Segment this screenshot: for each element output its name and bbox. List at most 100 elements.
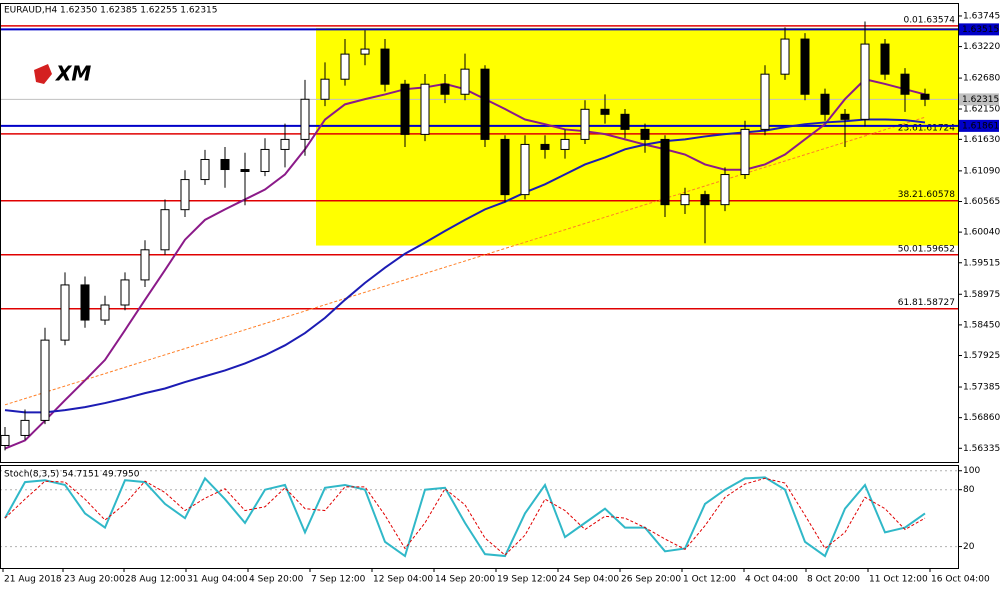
x-tick-label: 19 Sep 12:00 bbox=[497, 575, 557, 585]
candle-body bbox=[580, 108, 590, 140]
candle-body bbox=[520, 143, 530, 196]
fib-level-label: 0.01.63574 bbox=[903, 15, 955, 25]
candle-body bbox=[740, 128, 750, 176]
candle-body bbox=[800, 38, 810, 95]
candle-body bbox=[200, 158, 210, 181]
x-tick-label: 8 Oct 20:00 bbox=[807, 575, 860, 585]
x-tick-label: 16 Oct 04:00 bbox=[931, 575, 990, 585]
y-tick-label: 1.59515 bbox=[963, 258, 1000, 268]
y-tick-label: 1.58975 bbox=[963, 290, 1000, 300]
candle-body bbox=[280, 138, 290, 150]
candle-body bbox=[140, 249, 150, 281]
price-label-box bbox=[959, 93, 999, 106]
candle-body bbox=[600, 108, 610, 115]
price-label: 1.63515 bbox=[962, 25, 999, 35]
y-tick-label: 1.56860 bbox=[963, 413, 1000, 423]
y-tick-label: 20 bbox=[963, 542, 975, 552]
candle-body bbox=[840, 113, 850, 120]
x-tick-label: 28 Aug 12:00 bbox=[125, 575, 186, 585]
candle-body bbox=[40, 339, 50, 421]
candle-body bbox=[0, 434, 10, 446]
price-label-box bbox=[959, 119, 999, 132]
fib-level-label: 38.21.60578 bbox=[898, 190, 956, 200]
price-panel: 1.63745 1.63220 1.62680 1.62150 1.61630 1.610… bbox=[0, 11, 1000, 454]
candle-body bbox=[720, 174, 730, 206]
x-tick-label: 21 Aug 2018 bbox=[4, 575, 62, 585]
stoch-line bbox=[4, 476, 926, 558]
chart-title: EURAUD,H4 1.62350 1.62385 1.62255 1.6231… bbox=[4, 6, 218, 16]
x-tick-label: 14 Sep 20:00 bbox=[435, 575, 495, 585]
candle-body bbox=[160, 209, 170, 251]
trend-line bbox=[4, 116, 926, 406]
candle-body bbox=[340, 53, 350, 80]
logo-mark bbox=[34, 64, 52, 84]
candle-body bbox=[560, 138, 570, 150]
candle-body bbox=[240, 169, 250, 173]
fib-level-label: 50.01.59652 bbox=[898, 244, 955, 254]
x-tick-label: 4 Oct 04:00 bbox=[745, 575, 798, 585]
y-tick-label: 1.57385 bbox=[963, 383, 1000, 393]
y-tick-label: 1.63745 bbox=[963, 11, 1000, 21]
x-tick-label: 4 Sep 20:00 bbox=[249, 575, 304, 585]
x-tick-label: 11 Oct 12:00 bbox=[869, 575, 928, 585]
y-tick-label: 1.60040 bbox=[963, 228, 1000, 238]
y-tick-label: 1.63220 bbox=[963, 42, 1000, 52]
candle-body bbox=[760, 73, 770, 130]
candle-body bbox=[360, 48, 370, 55]
candle-body bbox=[300, 98, 310, 140]
stoch-frame bbox=[0, 465, 959, 569]
y-tick-label: 1.61630 bbox=[963, 135, 1000, 145]
candle-body bbox=[420, 83, 430, 135]
x-tick-label: 1 Oct 12:00 bbox=[683, 575, 736, 585]
candle-body bbox=[500, 138, 510, 196]
candle-body bbox=[320, 78, 330, 100]
candle-body bbox=[460, 68, 470, 95]
x-tick-label: 26 Sep 20:00 bbox=[621, 575, 681, 585]
y-tick-label: 1.62680 bbox=[963, 74, 1000, 84]
y-tick-label: 1.61090 bbox=[963, 166, 1000, 176]
candle-body bbox=[180, 179, 190, 211]
price-frame bbox=[0, 3, 959, 463]
y-tick-label: 1.57925 bbox=[963, 351, 1000, 361]
price-label-box bbox=[959, 23, 999, 36]
stoch-title: Stoch(8,3,5) 54.7151 49.7950 bbox=[4, 470, 140, 480]
candle-body bbox=[20, 419, 30, 436]
y-tick-label: 100 bbox=[963, 466, 980, 476]
logo: XM bbox=[34, 62, 91, 86]
candle-body bbox=[120, 279, 130, 306]
price-label: 1.62315 bbox=[962, 95, 999, 105]
price-label: 1.61861 bbox=[962, 121, 999, 131]
y-tick-label: 1.60565 bbox=[963, 197, 1000, 207]
y-tick-label: 1.58450 bbox=[963, 320, 1000, 330]
candle-body bbox=[700, 194, 710, 206]
candle-body bbox=[860, 43, 870, 120]
candle-body bbox=[680, 194, 690, 206]
candle-body bbox=[440, 83, 450, 95]
candle-body bbox=[920, 93, 930, 100]
candle-body bbox=[220, 158, 230, 171]
x-tick-label: 24 Sep 04:00 bbox=[559, 575, 619, 585]
candle-body bbox=[620, 113, 630, 130]
candle-body bbox=[820, 93, 830, 115]
candle-body bbox=[900, 73, 910, 95]
y-tick-label: 1.62150 bbox=[963, 105, 1000, 115]
x-tick-label: 7 Sep 12:00 bbox=[311, 575, 366, 585]
logo-text: XM bbox=[54, 62, 91, 86]
candle-body bbox=[60, 284, 70, 341]
candle-body bbox=[780, 38, 790, 75]
candle-body bbox=[540, 143, 550, 150]
candle-body bbox=[640, 128, 650, 140]
moving-average bbox=[4, 118, 926, 414]
y-tick-label: 80 bbox=[963, 485, 975, 495]
x-tick-label: 31 Aug 04:00 bbox=[187, 575, 248, 585]
candle-body bbox=[880, 43, 890, 75]
y-tick-label: 1.56335 bbox=[963, 444, 1000, 454]
highlight-rectangle bbox=[316, 27, 958, 246]
candle-body bbox=[380, 48, 390, 85]
candle-body bbox=[260, 148, 270, 173]
fib-level-label: 61.81.58727 bbox=[898, 298, 955, 308]
candle-body bbox=[80, 284, 90, 321]
candle-body bbox=[480, 68, 490, 140]
x-tick-label: 12 Sep 04:00 bbox=[373, 575, 433, 585]
